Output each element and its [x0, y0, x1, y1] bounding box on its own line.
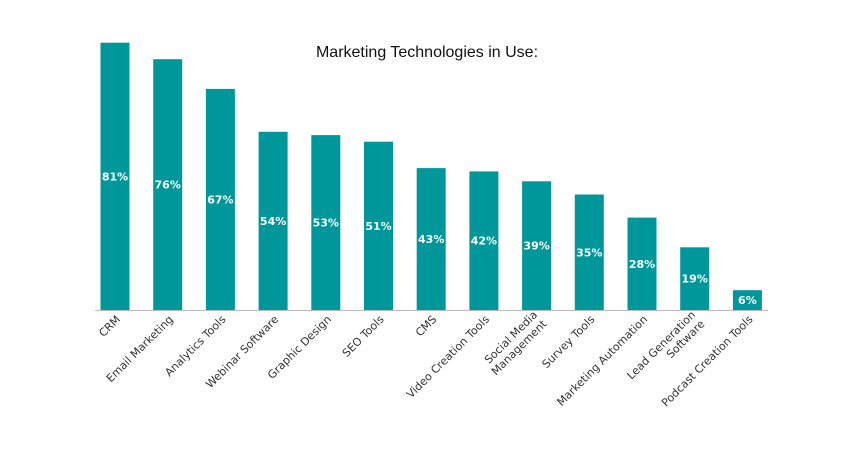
- bar-8: [469, 171, 499, 310]
- bar-7: [416, 168, 446, 310]
- x-tick-label-line: CRM: [96, 313, 123, 340]
- x-tick-label: CMS: [413, 313, 439, 339]
- bar-value-label: 81%: [102, 170, 128, 183]
- bar-6: [364, 141, 393, 310]
- bar-11: [627, 217, 657, 310]
- bar-value-label: 42%: [471, 235, 497, 248]
- chart-title: Marketing Technologies in Use:: [316, 44, 538, 61]
- x-tick-label-line: CMS: [413, 313, 439, 339]
- bar-1: [100, 42, 130, 310]
- bar-value-label: 67%: [207, 193, 233, 206]
- bars-group: 81% 76% 67% 54% 53% 51% 43% 42% 39% 35% 28% 19% 6%: [100, 42, 762, 311]
- x-tick-label: SEO Tools: [340, 313, 387, 360]
- bar-value-label: 51%: [365, 220, 391, 233]
- bar-value-label: 39%: [523, 240, 549, 253]
- bar-9: [522, 181, 552, 310]
- bar-5: [311, 135, 341, 310]
- bar-value-label: 28%: [629, 258, 655, 271]
- x-tick-label: Social MediaManagement: [480, 308, 550, 378]
- x-tick-label-line: SEO Tools: [340, 313, 387, 360]
- x-tick-label-line: Survey Tools: [540, 313, 598, 371]
- x-tick-label: CRM: [96, 313, 123, 340]
- bar-value-label: 43%: [418, 233, 444, 246]
- bar-12: [680, 247, 710, 310]
- bar-3: [205, 88, 235, 311]
- bar-10: [574, 194, 604, 310]
- bar-value-label: 35%: [576, 246, 602, 259]
- x-tick-label: Survey Tools: [540, 313, 598, 371]
- bar-value-label: 76%: [155, 179, 181, 192]
- bar-value-label: 6%: [738, 294, 757, 307]
- bar-value-label: 53%: [313, 217, 339, 230]
- bar-2: [153, 59, 183, 311]
- bar-value-label: 54%: [260, 215, 286, 228]
- bar-value-label: 19%: [682, 273, 708, 286]
- bar-4: [258, 131, 288, 310]
- bar-13: [732, 290, 762, 310]
